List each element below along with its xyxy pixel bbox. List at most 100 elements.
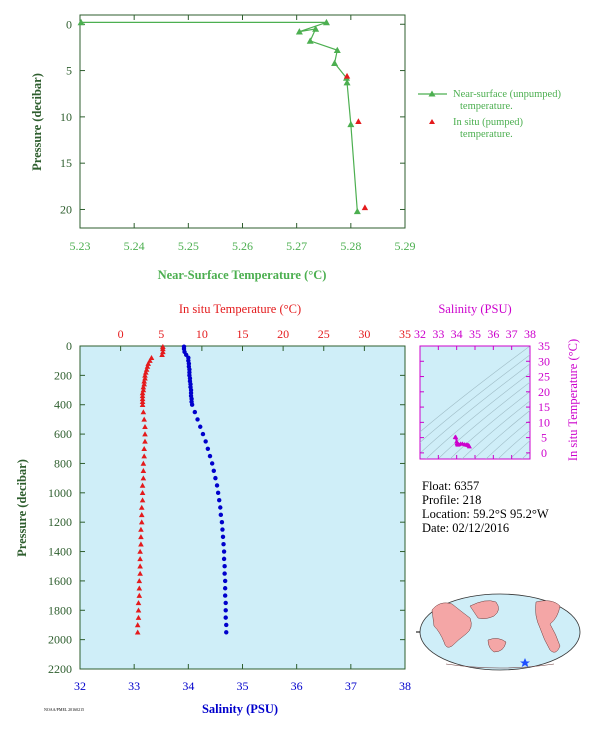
salinity-profile-point: [218, 505, 223, 510]
pressure-tick-label: 200: [54, 368, 72, 382]
salinity-profile-point: [222, 586, 228, 591]
t-s-x-tick-label: 36: [487, 327, 499, 341]
world-map: [416, 593, 581, 671]
salinity-profile-point: [213, 475, 218, 481]
temperature-profile-point: [160, 346, 166, 352]
t-s-y-tick-label: 35: [538, 339, 550, 353]
temperature-profile-point: [142, 375, 148, 381]
top-x-axis-label: Near-Surface Temperature (°C): [158, 268, 327, 282]
map-land-asia: [469, 600, 499, 619]
temperature-tick-label: 30: [358, 327, 370, 341]
legend-label-unpumped: Near-surface (unpumped) temperature.: [453, 89, 561, 112]
salinity-profile-point: [211, 468, 216, 473]
salinity-tick-label: 38: [399, 679, 411, 693]
t-s-point: [467, 444, 472, 449]
temperature-tick-label: 35: [399, 327, 411, 341]
temperature-tick-label: 15: [237, 327, 249, 341]
density-contour: [509, 440, 530, 459]
salinity-tick-label: 32: [74, 679, 86, 693]
top-x-tick-label: 5.24: [124, 239, 145, 253]
salinity-profile-point: [224, 622, 229, 628]
temperature-profile-point: [145, 360, 152, 366]
salinity-profile-point: [215, 490, 221, 496]
legend-label-unpumped-line1: Near-surface (unpumped): [453, 89, 561, 100]
profile-number: Profile: 218: [422, 493, 481, 507]
temperature-profile-point: [139, 393, 146, 399]
unpumped-temperature-point: [333, 46, 341, 53]
pressure-y-ticks: 0 200 400 600 800 1000 1200 1400 1600 1800 2000 220…: [48, 339, 405, 676]
temperature-profile-point: [138, 504, 145, 510]
temperature-profile-point: [136, 578, 143, 584]
temperature-profile-point: [135, 600, 142, 606]
temperature-tick-label: 25: [318, 327, 330, 341]
pressure-tick-label: 2200: [48, 662, 72, 676]
float-location-star-icon: [520, 658, 530, 667]
top-x-tick-label: 5.27: [286, 239, 307, 253]
t-s-x-tick-label: 37: [506, 327, 518, 341]
map-land-antarctica: [445, 663, 555, 669]
map-land-eurasia-africa: [431, 602, 472, 648]
temperature-profile-point: [140, 409, 147, 415]
density-contour: [437, 381, 530, 459]
temperature-profile-point: [139, 390, 146, 396]
salinity-x-ticks: 32 33 34 35 36 37 38: [74, 664, 411, 693]
t-s-y-tick-label: 0: [541, 446, 547, 460]
temperature-profile-point: [141, 453, 147, 459]
legend-label-pumped: In situ (pumped) temperature.: [453, 117, 523, 140]
t-s-series-layer: [452, 434, 472, 449]
top-y-tick-label: 10: [60, 110, 72, 124]
t-s-y-tick-label: 25: [538, 370, 550, 384]
unpumped-temperature-point: [77, 18, 85, 26]
temperature-profile-point: [137, 563, 143, 569]
pressure-tick-label: 1800: [48, 603, 72, 617]
temperature-profile-point: [140, 467, 147, 474]
density-contour: [420, 354, 530, 443]
temperature-profile-point: [142, 431, 148, 437]
temperature-profile-point: [141, 378, 147, 384]
salinity-profile-point: [195, 417, 200, 422]
salinity-profile-point: [207, 453, 213, 459]
t-s-x-tick-label: 32: [414, 327, 426, 341]
top-x-tick-label: 5.25: [178, 239, 199, 253]
temperature-profile-point: [141, 445, 147, 452]
top-y-tick-label: 0: [66, 17, 72, 31]
temperature-profile-point: [135, 614, 142, 620]
density-contour: [521, 451, 530, 459]
pressure-tick-label: 0: [66, 339, 72, 353]
temperature-profile-point: [139, 398, 146, 405]
density-contour: [485, 419, 530, 459]
location: Location: 59.2°S 95.2°W: [422, 507, 549, 521]
temperature-profile-point: [139, 490, 146, 496]
salinity-profile-point: [192, 409, 198, 415]
temperature-tick-label: 20: [277, 327, 289, 341]
salinity-profile-point: [223, 608, 228, 613]
temperature-profile-point: [139, 482, 146, 488]
t-s-y-axis-label: In situ Temperature (°C): [566, 339, 580, 461]
salinity-profile-point: [222, 564, 227, 569]
top-x-tick-label: 5.29: [395, 239, 416, 253]
bottom-axis-label-salinity: Salinity (PSU): [202, 702, 278, 716]
unpumped-temperature-point: [295, 28, 303, 35]
temperature-tick-label: 10: [196, 327, 208, 341]
density-contour: [449, 391, 530, 459]
pressure-tick-label: 1600: [48, 574, 72, 588]
salinity-profile-point: [222, 571, 227, 576]
salinity-profile-point: [205, 446, 211, 451]
salinity-profile-point: [189, 402, 195, 407]
legend-marker-unpumped: [428, 90, 436, 97]
temperature-profile-point: [141, 416, 147, 422]
profile-plot-frame: [79, 345, 406, 670]
float-info: Float: 6357 Profile: 218 Location: 59.2°…: [422, 479, 549, 535]
unpumped-temperature-point: [343, 79, 351, 86]
temperature-profile-point: [143, 369, 149, 375]
temperature-profile-point: [137, 556, 143, 562]
t-s-plot-frame: [419, 345, 531, 460]
temperature-profile-point: [139, 497, 146, 503]
unpumped-temperature-point: [353, 207, 361, 215]
t-s-density-contours: [420, 346, 530, 459]
temperature-profile-point: [159, 352, 165, 358]
salinity-profile-point: [219, 519, 225, 525]
temperature-profile-point: [141, 381, 147, 387]
